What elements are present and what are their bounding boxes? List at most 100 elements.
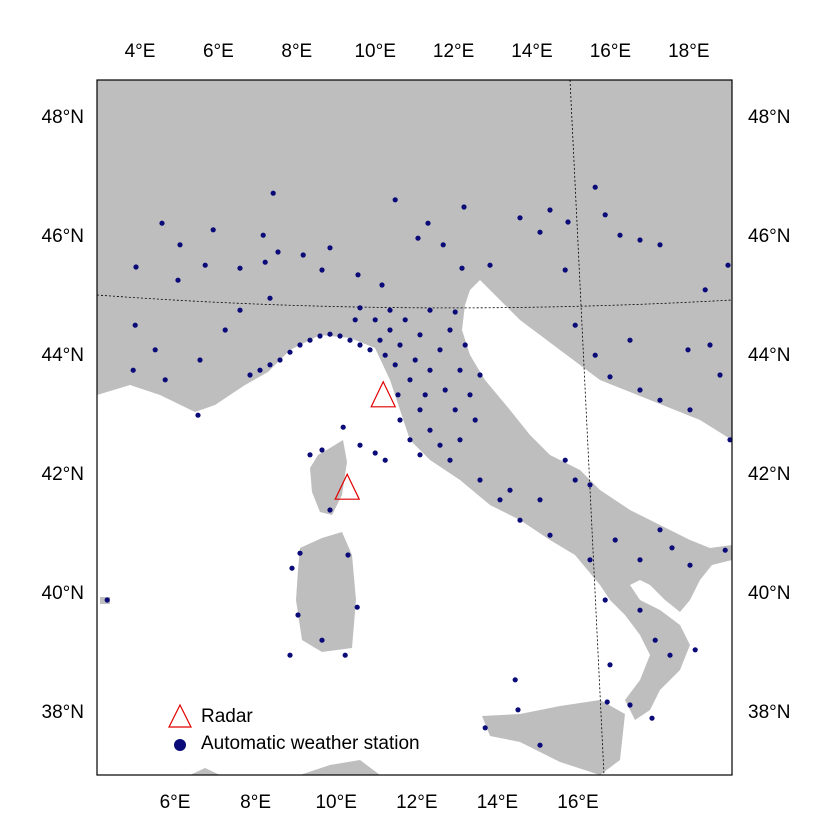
station — [345, 552, 351, 558]
bottom-tick-label: 8°E — [240, 792, 271, 813]
mainland — [97, 80, 732, 720]
station — [415, 235, 421, 241]
sicily — [482, 700, 625, 775]
station — [462, 342, 468, 348]
station — [382, 457, 388, 463]
station — [657, 242, 663, 248]
station — [425, 220, 431, 226]
station — [357, 342, 363, 348]
station — [477, 477, 483, 483]
station — [692, 647, 698, 653]
station — [717, 372, 723, 378]
top-tick-label: 10°E — [354, 41, 395, 62]
station — [452, 309, 458, 315]
station — [497, 497, 503, 503]
station — [277, 357, 283, 363]
station — [702, 287, 708, 293]
station — [152, 347, 158, 353]
station — [392, 362, 398, 368]
station — [342, 652, 348, 658]
station — [422, 392, 428, 398]
top-tick-label: 6°E — [203, 41, 234, 62]
station — [379, 282, 385, 288]
station — [461, 204, 467, 210]
station — [607, 662, 613, 668]
station — [197, 357, 203, 363]
station — [437, 442, 443, 448]
station — [377, 337, 383, 343]
station — [307, 452, 313, 458]
station — [452, 407, 458, 413]
station — [397, 342, 403, 348]
station — [565, 219, 571, 225]
graticule — [97, 80, 732, 775]
africa — [190, 760, 380, 775]
left-tick-label: 38°N — [42, 702, 84, 723]
station — [367, 347, 373, 353]
station — [547, 207, 553, 213]
legend-radar: Radar — [201, 706, 253, 727]
station — [657, 527, 663, 533]
station — [602, 597, 608, 603]
station — [287, 652, 293, 658]
station — [337, 333, 343, 339]
station — [319, 637, 325, 643]
top-tick-label: 18°E — [668, 41, 709, 62]
station — [572, 477, 578, 483]
station — [202, 262, 208, 268]
right-tick-label: 40°N — [748, 583, 790, 604]
station — [592, 352, 598, 358]
station — [637, 387, 643, 393]
top-tick-label: 14°E — [511, 41, 552, 62]
station — [604, 699, 610, 705]
parallel — [97, 294, 732, 309]
station — [637, 557, 643, 563]
station — [407, 377, 413, 383]
bottom-tick-label: 14°E — [477, 792, 518, 813]
right-tick-label: 42°N — [748, 464, 790, 485]
station — [275, 249, 281, 255]
station — [132, 322, 138, 328]
station — [237, 307, 243, 313]
left-tick-label: 48°N — [42, 107, 84, 128]
bottom-tick-label: 10°E — [315, 792, 356, 813]
station — [669, 545, 675, 551]
station — [592, 184, 598, 190]
station — [515, 707, 521, 713]
left-tick-label: 42°N — [42, 464, 84, 485]
station — [437, 347, 443, 353]
station — [130, 367, 136, 373]
station — [267, 362, 273, 368]
station — [297, 342, 303, 348]
station — [247, 372, 253, 378]
station — [372, 450, 378, 456]
station — [295, 612, 301, 618]
legend-radar-symbol — [168, 703, 192, 728]
right-tick-label: 44°N — [748, 345, 790, 366]
station — [687, 407, 693, 413]
right-tick-label: 46°N — [748, 226, 790, 247]
top-tick-label: 16°E — [590, 41, 631, 62]
station — [317, 333, 323, 339]
right-tick-label: 48°N — [748, 107, 790, 128]
station — [472, 417, 478, 423]
station — [517, 517, 523, 523]
station — [440, 242, 446, 248]
station — [297, 550, 303, 556]
station — [357, 442, 363, 448]
station — [707, 342, 713, 348]
station — [222, 327, 228, 333]
station — [407, 437, 413, 443]
station — [260, 232, 266, 238]
right-tick-label: 38°N — [748, 702, 790, 723]
station — [175, 277, 181, 283]
station — [657, 397, 663, 403]
station — [133, 264, 139, 270]
station — [649, 715, 655, 721]
station — [319, 267, 325, 273]
station — [319, 447, 325, 453]
station — [537, 742, 543, 748]
station — [447, 327, 453, 333]
left-tick-label: 46°N — [42, 226, 84, 247]
